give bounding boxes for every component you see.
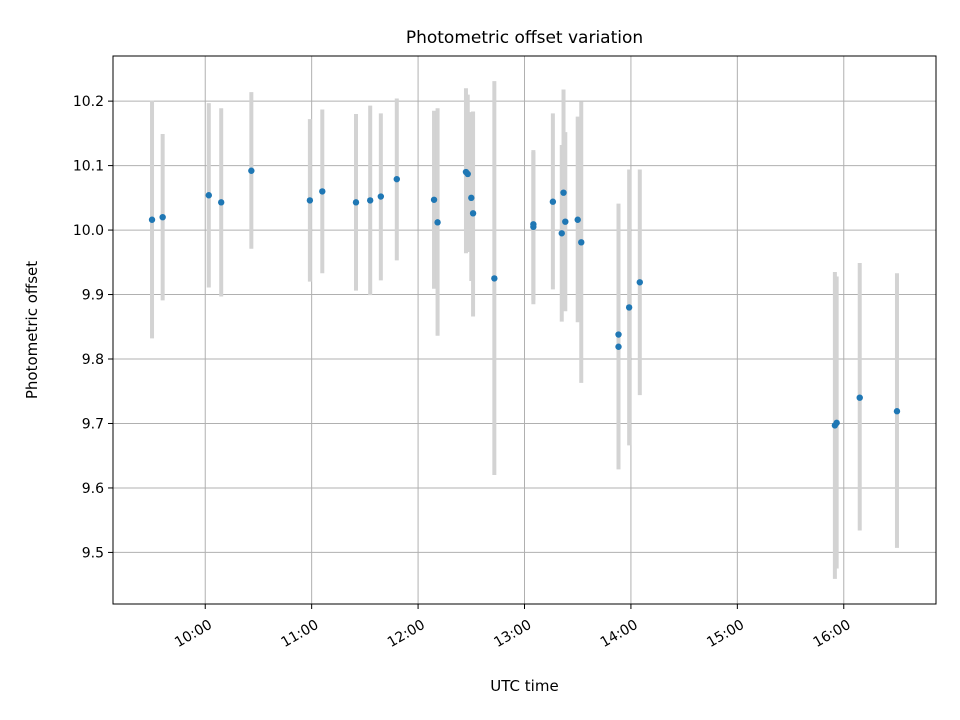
x-axis-title: UTC time xyxy=(490,677,558,695)
y-tick-label: 10.1 xyxy=(73,159,104,175)
data-point xyxy=(578,239,585,246)
data-point xyxy=(352,199,360,206)
data-point xyxy=(469,210,477,217)
y-axis-title: Photometric offset xyxy=(23,261,41,399)
data-point xyxy=(856,394,863,401)
data-point xyxy=(148,216,156,223)
data-point xyxy=(319,188,326,195)
data-point xyxy=(306,197,314,204)
y-tick-label: 9.6 xyxy=(82,481,104,497)
data-point xyxy=(560,189,567,196)
data-point xyxy=(159,213,166,221)
data-point xyxy=(636,279,643,286)
y-tick-label: 10.0 xyxy=(73,223,104,239)
data-point xyxy=(491,275,498,282)
data-point xyxy=(558,230,565,237)
y-tick-label: 9.9 xyxy=(82,288,104,304)
y-tick-label: 9.5 xyxy=(82,545,104,561)
data-point xyxy=(430,196,438,203)
data-point xyxy=(393,175,400,183)
data-point xyxy=(615,331,622,338)
data-point xyxy=(377,193,385,200)
data-point xyxy=(434,219,441,226)
data-point xyxy=(833,419,840,427)
data-point xyxy=(248,167,255,174)
y-tick-label: 9.7 xyxy=(82,416,104,432)
data-points xyxy=(148,167,901,429)
data-point xyxy=(464,170,471,178)
data-point xyxy=(530,221,537,228)
data-point xyxy=(574,216,581,223)
data-point xyxy=(615,343,622,350)
data-point xyxy=(562,218,569,225)
data-point xyxy=(893,408,901,415)
data-point xyxy=(549,198,557,205)
data-point xyxy=(217,199,225,206)
y-axis: 9.5 9.6 9.7 9.8 9.9 10.0 10.1 10.2 xyxy=(73,94,113,561)
data-point xyxy=(366,197,374,204)
data-point xyxy=(625,304,633,311)
chart-title: Photometric offset variation xyxy=(406,28,643,48)
y-tick-label: 10.2 xyxy=(73,94,104,110)
data-point xyxy=(205,192,212,199)
y-tick-label: 9.8 xyxy=(82,352,104,368)
data-point xyxy=(468,194,475,202)
